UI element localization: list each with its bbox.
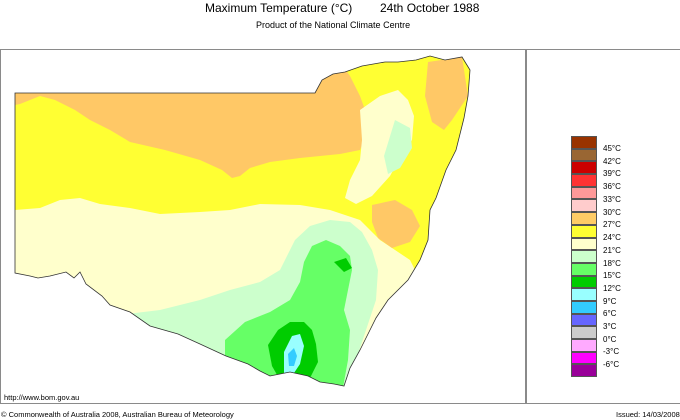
map-frame bbox=[0, 49, 526, 404]
legend-label: 24°C bbox=[603, 233, 621, 242]
legend-swatch bbox=[571, 148, 597, 162]
legend-swatch bbox=[571, 199, 597, 213]
legend-label: -3°C bbox=[603, 347, 620, 356]
legend-label: -6°C bbox=[603, 360, 620, 369]
legend-swatch bbox=[571, 161, 597, 175]
legend-swatch bbox=[571, 174, 597, 187]
legend-swatch bbox=[571, 186, 597, 200]
issued-date: Issued: 14/03/2008 bbox=[616, 410, 680, 419]
temperature-legend: 45°C 42°C 39°C 36°C 33°C 30°C 27°C 24°C … bbox=[571, 136, 621, 378]
legend-swatch bbox=[571, 288, 597, 301]
map-title: Maximum Temperature (°C) bbox=[205, 1, 353, 15]
legend-label: 0°C bbox=[603, 335, 617, 344]
legend-label: 3°C bbox=[603, 322, 617, 331]
legend-swatch bbox=[571, 351, 597, 365]
legend-label: 30°C bbox=[603, 208, 621, 217]
source-url: http://www.bom.gov.au bbox=[4, 393, 80, 402]
legend-swatch bbox=[571, 313, 597, 327]
legend-label: 39°C bbox=[603, 169, 621, 178]
legend-label: 33°C bbox=[603, 195, 621, 204]
legend-swatch bbox=[571, 136, 597, 149]
legend-swatch bbox=[571, 275, 597, 289]
legend-swatch bbox=[571, 339, 597, 352]
legend-swatch bbox=[571, 364, 597, 378]
nsw-temperature-map bbox=[14, 55, 471, 387]
legend-swatch bbox=[571, 262, 597, 276]
legend-label: 12°C bbox=[603, 284, 621, 293]
legend-label: 15°C bbox=[603, 271, 621, 280]
map-subtitle: Product of the National Climate Centre bbox=[256, 20, 411, 30]
legend-label: 6°C bbox=[603, 309, 617, 318]
legend-swatch bbox=[571, 300, 597, 314]
legend-label: 45°C bbox=[603, 144, 621, 153]
legend-label: 21°C bbox=[603, 246, 621, 255]
copyright-notice: © Commonwealth of Australia 2008, Austra… bbox=[1, 410, 234, 419]
legend-label: 9°C bbox=[603, 297, 617, 306]
legend-swatch bbox=[571, 224, 597, 238]
map-date: 24th October 1988 bbox=[380, 1, 480, 15]
legend-swatch bbox=[571, 326, 597, 339]
legend-label: 36°C bbox=[603, 182, 621, 191]
legend-swatch bbox=[571, 237, 597, 251]
legend-label: 27°C bbox=[603, 220, 621, 229]
legend-label: 42°C bbox=[603, 157, 621, 166]
legend-frame bbox=[526, 49, 680, 404]
legend-swatch bbox=[571, 250, 597, 263]
chart-header: Maximum Temperature (°C) 24th October 19… bbox=[0, 0, 680, 30]
legend-label: 18°C bbox=[603, 259, 621, 268]
legend-swatch bbox=[571, 212, 597, 225]
